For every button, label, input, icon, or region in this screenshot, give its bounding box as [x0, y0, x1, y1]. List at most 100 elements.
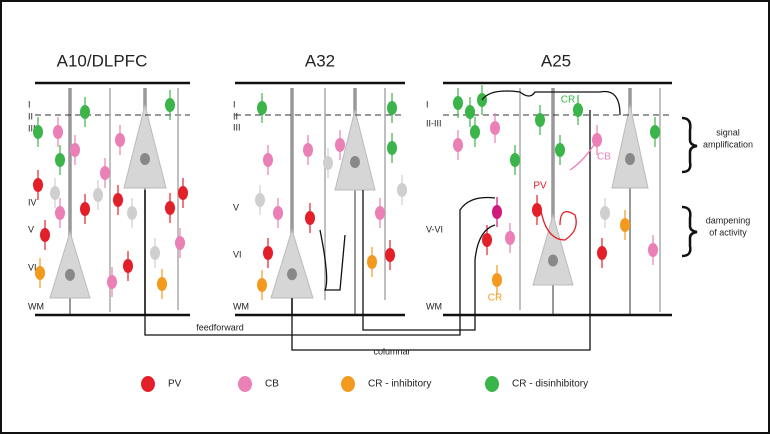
interneuron [263, 153, 273, 167]
legend-swatch [341, 376, 355, 392]
interneuron [482, 233, 492, 247]
interneuron [93, 188, 103, 202]
interneuron [555, 143, 565, 157]
legend-label: CB [265, 379, 279, 390]
nucleus [350, 156, 360, 168]
layer-label: III [233, 122, 241, 132]
cell-label: CR [561, 95, 575, 106]
cell-label: CB [597, 152, 611, 163]
interneuron [490, 121, 500, 135]
interneuron [597, 246, 607, 260]
interneuron [40, 228, 50, 242]
interneuron [150, 246, 160, 260]
pathway-label: feedforward [196, 322, 244, 332]
interneuron [175, 236, 185, 250]
cell-label: PV [533, 181, 547, 192]
nucleus [65, 268, 75, 281]
interneuron [492, 273, 502, 287]
interneuron [323, 156, 333, 170]
interneuron [113, 193, 123, 207]
interneuron [305, 211, 315, 225]
legend-label: PV [168, 379, 182, 390]
disinhibitory-fiber [481, 90, 621, 116]
interneuron [397, 183, 407, 197]
interneuron [335, 138, 345, 152]
interneuron [55, 206, 65, 220]
nucleus [287, 268, 297, 281]
interneuron [600, 206, 610, 220]
interneuron [178, 186, 188, 200]
interneuron [100, 166, 110, 180]
interneuron [303, 143, 313, 157]
interneuron [532, 203, 542, 217]
interneuron [510, 153, 520, 167]
layer-label: IV [28, 197, 37, 207]
pyramidal-neuron [123, 104, 167, 189]
layer-label: III [28, 123, 36, 133]
interneuron [535, 113, 545, 127]
interneuron [53, 125, 63, 139]
pyramidal-neuron [49, 230, 91, 299]
interneuron [492, 205, 502, 219]
pyramidal-neuron [532, 213, 574, 286]
layer-label: WM [426, 301, 442, 311]
pathway-label: columnar [373, 346, 410, 356]
brace [681, 116, 698, 174]
layer-label: II [28, 111, 33, 121]
interneuron [80, 105, 90, 119]
interneuron [165, 201, 175, 215]
axon-branch [319, 229, 346, 291]
pyramidal-neuron [611, 104, 649, 189]
interneuron [70, 143, 80, 157]
layer-label: I [28, 99, 31, 109]
interneuron [263, 246, 273, 260]
layer-label: VI [233, 249, 242, 259]
interneuron [157, 277, 167, 291]
layer-label: V-VI [426, 224, 443, 234]
interneuron [257, 278, 267, 292]
columnar-path [291, 110, 591, 351]
interneuron [620, 218, 630, 232]
panel-title: A25 [541, 51, 571, 70]
interneuron [80, 202, 90, 216]
interneuron [127, 206, 137, 220]
interneuron [257, 101, 267, 115]
annotation: amplification [703, 139, 753, 149]
interneuron [465, 105, 475, 119]
legend-label: CR - inhibitory [368, 379, 431, 390]
interneuron [255, 193, 265, 207]
layer-label: VI [28, 262, 37, 272]
interneuron [470, 125, 480, 139]
interneuron [453, 96, 463, 110]
feedforward-path [144, 190, 496, 336]
interneuron [387, 101, 397, 115]
interneuron [367, 255, 377, 269]
interneuron [50, 186, 60, 200]
cb-axon [569, 139, 598, 171]
nucleus [625, 152, 635, 165]
layer-label: V [28, 224, 34, 234]
layout: A10/DLPFCIIIIIIIVVVIWMA32IIIIIIVVIWMA25I… [28, 51, 753, 392]
annotation: of activity [709, 227, 747, 237]
annotation: dampening [706, 215, 751, 225]
interneuron [35, 266, 45, 280]
layer-label: II [233, 111, 238, 121]
interneuron [107, 275, 117, 289]
legend-label: CR - disinhibitory [512, 379, 588, 390]
interneuron [650, 125, 660, 139]
interneuron [385, 248, 395, 262]
projection [362, 190, 496, 331]
interneuron [55, 153, 65, 167]
interneuron [648, 243, 658, 257]
pyramidal-neuron [334, 109, 376, 191]
legend-swatch [238, 376, 252, 392]
layer-label: WM [233, 301, 249, 311]
interneuron [165, 98, 175, 112]
layer-label: V [233, 202, 239, 212]
cell-label: CR [488, 293, 502, 304]
interneuron [115, 133, 125, 147]
interneuron [453, 138, 463, 152]
layer-label: WM [28, 301, 44, 311]
brace [681, 205, 698, 258]
